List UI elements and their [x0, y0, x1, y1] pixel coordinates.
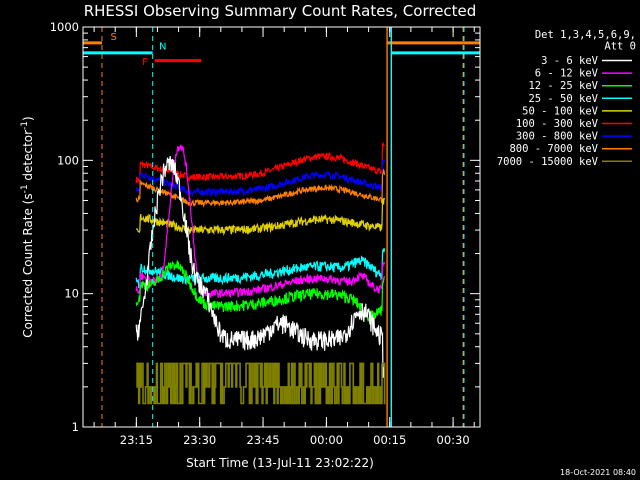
legend-item-label: 800 - 7000 keV	[509, 143, 598, 155]
legend-item-label: 12 - 25 keV	[528, 80, 598, 92]
legend-item-label: 7000 - 15000 keV	[497, 156, 599, 168]
legend-item-label: 50 - 100 keV	[522, 105, 599, 117]
y-tick-label: 100	[57, 153, 79, 167]
x-tick-label: 23:15	[120, 433, 153, 447]
legend-item-label: 3 - 6 keV	[541, 55, 599, 67]
footer-timestamp: 18-Oct-2021 08:40	[560, 468, 636, 477]
series-line-6-12kev	[135, 144, 386, 298]
x-tick-label: 00:15	[373, 433, 406, 447]
series-line-300-800kev	[135, 159, 386, 198]
series-line-7000-15000kev	[136, 362, 386, 405]
x-tick-label: 23:30	[183, 433, 216, 447]
series-line-25-50kev	[135, 248, 386, 289]
series-line-800-7000kev	[135, 168, 386, 208]
x-axis-label: Start Time (13-Jul-11 23:02:22)	[186, 456, 374, 470]
x-tick-label: 00:00	[310, 433, 343, 447]
x-axis: 23:15 23:30 23:45 00:00 00:15 00:30	[93, 27, 475, 447]
flag-f-label: F	[142, 57, 148, 68]
y-tick-label: 10	[64, 287, 79, 301]
legend-header-line: Att 0	[604, 41, 636, 53]
flag-s-label: S	[110, 32, 116, 43]
legend-item-label: 6 - 12 keV	[535, 68, 599, 80]
legend-item-label: 300 - 800 keV	[516, 131, 599, 143]
legend-header-line: Det 1,3,4,5,6,9,	[535, 29, 636, 41]
series-line-3-6kev	[135, 156, 386, 378]
legend-item-label: 25 - 50 keV	[528, 93, 598, 105]
series-line-12-25kev	[135, 260, 386, 322]
y-axis-label: Corrected Count Rate (s-1 detector-1)	[20, 116, 35, 337]
chart-title: RHESSI Observing Summary Count Rates, Co…	[84, 2, 477, 20]
series-line-50-100kev	[135, 197, 386, 237]
x-tick-label: 00:30	[437, 433, 470, 447]
flag-n-label: N	[159, 41, 166, 52]
plot-frame	[82, 26, 481, 428]
legend-item-label: 100 - 300 keV	[516, 118, 599, 130]
y-tick-label: 1	[72, 420, 79, 434]
series-line-100-300kev	[135, 141, 386, 184]
x-tick-label: 23:45	[246, 433, 279, 447]
y-tick-label: 1000	[50, 20, 79, 34]
y-axis: 1 10 100 1000	[50, 20, 480, 434]
